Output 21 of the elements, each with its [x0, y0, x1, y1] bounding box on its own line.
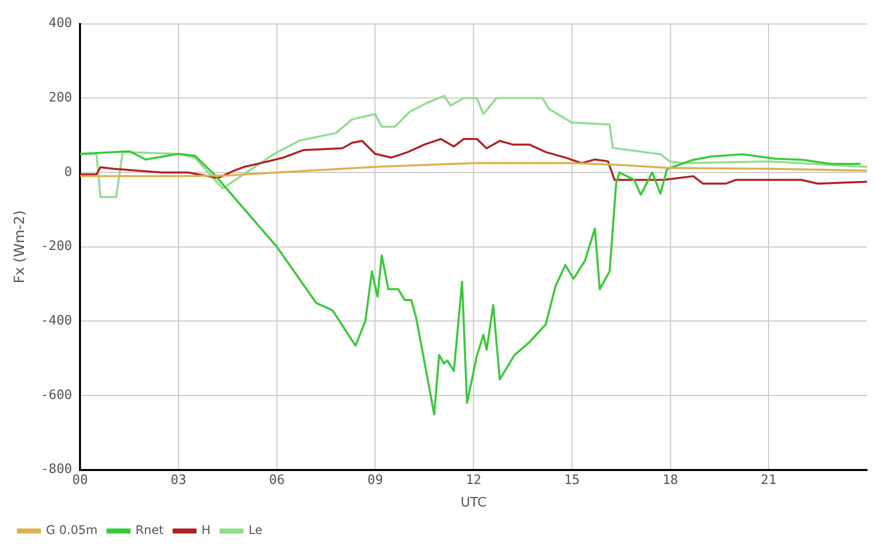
x-tick-label: 21	[760, 472, 776, 488]
y-tick-label: -400	[40, 314, 72, 329]
x-tick-label: 00	[72, 472, 88, 488]
y-axis-title: Fx (Wm-2)	[12, 210, 28, 284]
x-axis-title: UTC	[460, 496, 486, 511]
x-tick-label: 18	[662, 472, 678, 488]
y-tick-label: 0	[64, 164, 72, 180]
x-tick-label: 06	[269, 472, 285, 488]
x-tick-label: 09	[367, 472, 384, 488]
legend-label: Rnet	[136, 523, 164, 538]
y-tick-label: -800	[40, 462, 72, 478]
y-tick-label: 400	[48, 16, 72, 32]
y-tick-label: -200	[40, 239, 72, 254]
y-tick-label: -600	[40, 388, 72, 403]
y-tick-label: 200	[48, 90, 72, 106]
x-tick-label: 12	[466, 472, 482, 488]
legend-label: Le	[248, 523, 262, 538]
legend-label: G 0.05m	[46, 523, 98, 538]
x-tick-label: 03	[170, 472, 186, 488]
x-tick-label: 15	[564, 472, 580, 488]
legend-label: H	[202, 523, 211, 538]
